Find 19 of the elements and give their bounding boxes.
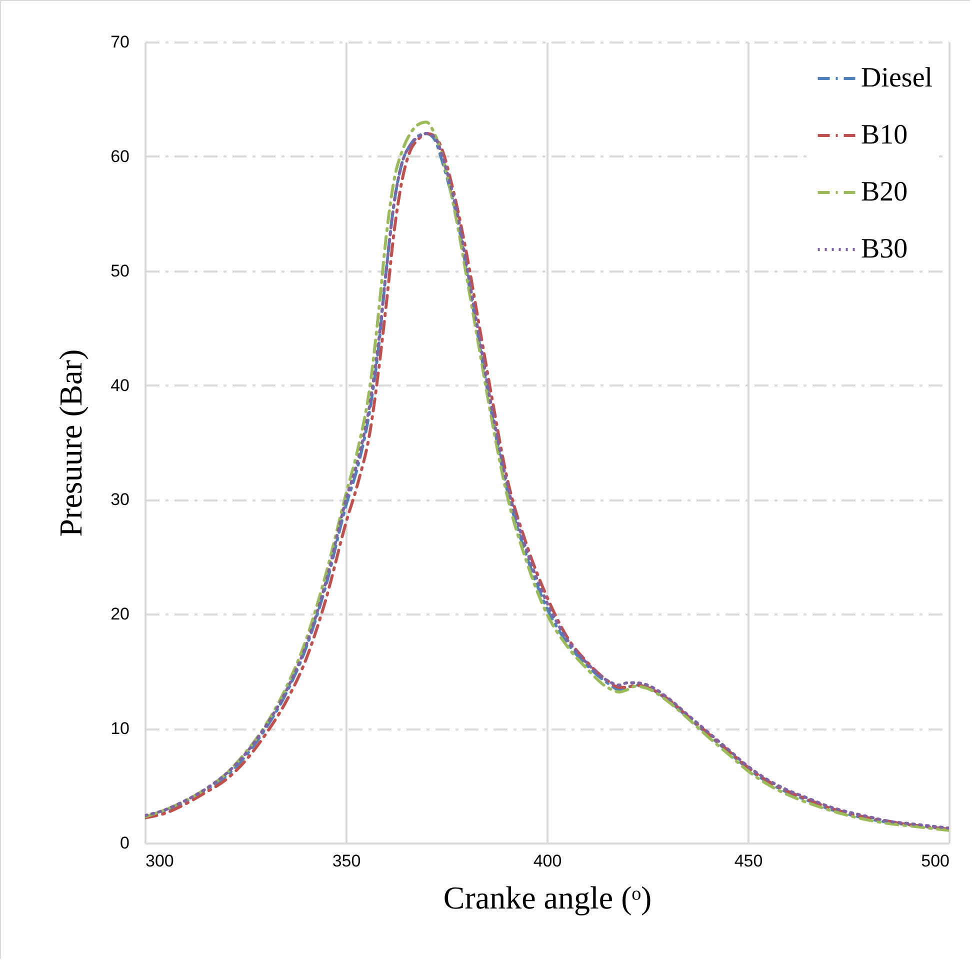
y-tick-label: 30 — [110, 490, 130, 510]
x-tick-label: 450 — [734, 852, 763, 870]
x-tick-label: 350 — [332, 852, 361, 870]
y-tick-label: 20 — [110, 604, 130, 624]
legend-label: B30 — [861, 234, 908, 264]
y-tick-label: 60 — [110, 146, 130, 166]
x-tick-label: 500 — [921, 852, 950, 870]
x-tick-label: 300 — [146, 852, 174, 870]
y-tick-label: 0 — [120, 834, 130, 852]
legend-label: Diesel — [861, 62, 933, 94]
x-axis-title: Cranke angle (ᵒ) — [443, 880, 652, 916]
y-tick-label: 70 — [110, 32, 130, 52]
y-tick-label: 50 — [110, 261, 130, 280]
legend-label: B20 — [861, 176, 908, 208]
y-axis-title: Presuure (Bar) — [52, 349, 89, 537]
legend-label: B10 — [861, 120, 908, 150]
x-tick-label: 400 — [533, 852, 562, 870]
y-tick-label: 10 — [110, 719, 130, 738]
y-tick-label: 40 — [110, 376, 130, 395]
